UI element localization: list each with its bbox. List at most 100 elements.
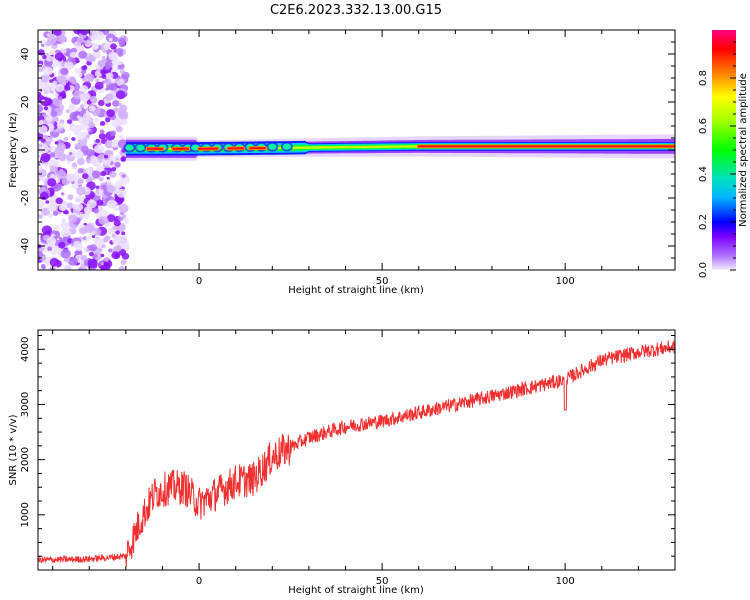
colorbar-tick-label: 0.6 (698, 118, 709, 134)
noise-dot (77, 168, 84, 174)
colorbar-tick-label: 0.2 (698, 214, 709, 230)
noise-dot (60, 48, 64, 52)
noise-dot (80, 264, 86, 270)
noise-dot (89, 251, 94, 257)
noise-dot (60, 192, 65, 196)
noise-dot (115, 77, 120, 82)
noise-dot (118, 102, 123, 107)
noise-dot (43, 106, 49, 111)
noise-dot (38, 214, 43, 219)
noise-dot (55, 83, 65, 93)
noise-dot (84, 41, 89, 45)
noise-dot (93, 208, 99, 214)
noise-dot (38, 168, 47, 178)
noise-dot (76, 37, 85, 44)
noise-dot (41, 225, 53, 235)
noise-dot (115, 230, 120, 235)
noise-dot (49, 165, 58, 174)
noise-dot (99, 121, 106, 126)
spectrogram-ticks: 0 50 100 -40 -20 0 20 40 (20, 29, 676, 287)
noise-dot (68, 76, 76, 83)
noise-dot (101, 74, 107, 80)
noise-dot (113, 206, 118, 212)
noise-dot (94, 237, 104, 247)
noise-dot (49, 258, 60, 267)
noise-dot (88, 121, 95, 128)
figure-title: C2E6.2023.332.13.00.G15 (270, 3, 442, 18)
noise-dot (105, 72, 114, 80)
noise-dot (65, 109, 70, 113)
noise-dot (57, 142, 66, 152)
noise-dot (117, 61, 123, 66)
noise-dot (106, 109, 115, 118)
noise-dot (64, 61, 74, 70)
noise-dot (76, 186, 86, 196)
noise-dot (98, 215, 109, 225)
noise-dot (69, 111, 80, 121)
noise-dot (79, 227, 88, 235)
noise-dot (69, 51, 77, 58)
noise-dot (98, 99, 105, 106)
noise-dot (112, 36, 119, 42)
y-tick-label: 20 (20, 96, 31, 109)
noise-dot (40, 176, 47, 182)
noise-dot (87, 258, 98, 269)
colorbar-tick-label: 0.0 (698, 262, 709, 278)
noise-dot (49, 145, 56, 152)
noise-dot (98, 189, 102, 194)
noise-dot (49, 173, 57, 180)
noise-dot (115, 90, 126, 100)
noise-dot (51, 43, 58, 50)
noise-dot (68, 214, 78, 223)
y-tick-label: 4000 (20, 337, 31, 362)
noise-dot (77, 158, 85, 166)
noise-dot (63, 210, 67, 214)
snr-xlabel: Height of straight line (km) (288, 585, 424, 596)
noise-dot (83, 206, 93, 215)
noise-dot (112, 100, 120, 107)
spectrogram-xlabel: Height of straight line (km) (288, 285, 424, 296)
noise-dot (81, 65, 88, 71)
noise-dot (47, 246, 53, 252)
noise-dot (72, 203, 78, 210)
noise-dot (61, 218, 66, 223)
noise-dot (100, 69, 107, 75)
y-tick-label: 3000 (20, 392, 31, 417)
signal-blob-core (125, 144, 134, 151)
noise-dot (87, 128, 91, 132)
noise-dot (96, 199, 104, 206)
noise-dot (93, 117, 99, 122)
noise-dot (60, 228, 71, 237)
noise-dot (110, 43, 117, 50)
y-tick-label: -20 (20, 190, 31, 206)
noise-dot (50, 90, 54, 94)
y-tick-label: 40 (20, 48, 31, 61)
noise-dot (71, 137, 76, 141)
noise-dot (60, 249, 71, 259)
noise-dot (63, 136, 69, 142)
noise-dot (38, 49, 45, 56)
noise-dot (95, 138, 100, 143)
peak-segments (145, 144, 675, 151)
spectrogram-clip-group (38, 30, 675, 270)
noise-dot (89, 244, 98, 252)
noise-dot (53, 92, 59, 98)
noise-dot (91, 158, 99, 165)
noise-dot (66, 173, 76, 182)
x-tick-label: 100 (556, 276, 575, 287)
spectrogram-panel: 0 50 100 -40 -20 0 20 40 Height of straight lin… (8, 29, 676, 296)
noise-dot (106, 176, 110, 180)
noise-dot (61, 30, 66, 35)
noise-dot (38, 177, 41, 182)
noise-dot (41, 87, 51, 95)
noise-dot (119, 104, 128, 112)
noise-dot (100, 209, 109, 217)
noise-dot (51, 159, 60, 167)
noise-dot (103, 154, 109, 159)
noise-dot (49, 79, 54, 83)
noise-dot (76, 131, 86, 140)
noise-dot (40, 152, 51, 163)
noise-dot (118, 110, 129, 120)
noise-dot (78, 73, 83, 78)
noise-dot (102, 50, 107, 54)
